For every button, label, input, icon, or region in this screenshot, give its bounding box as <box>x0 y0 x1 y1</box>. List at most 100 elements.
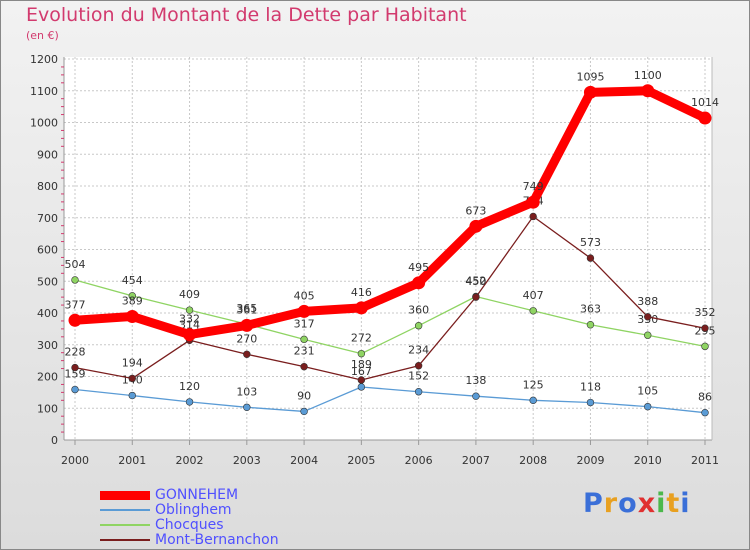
data-point <box>586 398 595 407</box>
logo-letter: r <box>603 488 619 519</box>
data-label: 504 <box>65 258 86 271</box>
data-label: 452 <box>465 274 486 287</box>
data-point <box>185 306 194 314</box>
data-point <box>71 363 79 372</box>
logo-letter: t <box>666 488 681 519</box>
data-point <box>472 293 480 301</box>
legend-label-chocques: Chocques <box>155 517 224 533</box>
data-label: 332 <box>179 313 200 326</box>
data-point <box>701 324 709 332</box>
data-label: 407 <box>523 289 544 302</box>
data-label: 365 <box>236 302 257 315</box>
legend-label-mont-bernanchon: Mont-Bernanchon <box>155 532 279 548</box>
y-tick-label: 400 <box>37 307 58 320</box>
data-point <box>128 391 136 400</box>
data-point <box>357 349 366 358</box>
data-label: 673 <box>465 204 486 217</box>
data-label: 194 <box>122 356 143 369</box>
data-point <box>183 328 197 342</box>
data-label: 167 <box>351 365 372 378</box>
logo-letter: P <box>583 488 604 519</box>
data-label: 454 <box>122 274 143 287</box>
data-label: 495 <box>408 261 429 274</box>
data-label: 389 <box>122 294 143 307</box>
data-point <box>185 398 194 406</box>
legend-swatch-gonnehem <box>100 490 150 500</box>
data-label: 352 <box>695 306 716 319</box>
y-tick-label: 100 <box>37 402 58 415</box>
y-tick-label: 200 <box>37 371 58 384</box>
data-point <box>529 212 537 221</box>
legend-label-gonnehem: GONNEHEM <box>155 487 239 503</box>
data-label: 228 <box>65 346 86 359</box>
data-label: 409 <box>179 288 200 301</box>
data-label: 405 <box>294 289 315 302</box>
chart-subtitle: (en €) <box>26 29 59 42</box>
data-label: 270 <box>236 332 257 345</box>
data-point <box>526 195 540 209</box>
legend-swatch-oblinghem <box>100 509 150 511</box>
legend-item-chocques: Chocques <box>100 517 224 533</box>
data-point <box>414 388 423 396</box>
y-tick-label: 500 <box>37 275 58 288</box>
x-tick-label: 2001 <box>118 454 146 467</box>
data-point <box>357 383 366 391</box>
data-label: 377 <box>65 298 86 311</box>
data-label: 234 <box>408 344 429 357</box>
x-tick-label: 2005 <box>347 454 375 467</box>
logo-letter: x <box>637 488 657 519</box>
x-tick-label: 2004 <box>290 454 318 467</box>
data-label: 749 <box>523 180 544 193</box>
data-label: 86 <box>698 391 712 404</box>
legend-swatch-chocques <box>100 524 150 526</box>
data-point <box>414 322 423 330</box>
y-tick-label: 1200 <box>30 53 58 66</box>
data-point <box>412 276 426 290</box>
data-label: 103 <box>236 385 257 398</box>
data-point <box>414 362 423 370</box>
data-point <box>300 407 308 416</box>
data-point <box>128 292 136 300</box>
data-point <box>644 402 652 411</box>
data-label: 388 <box>637 295 658 308</box>
data-label: 361 <box>236 303 257 316</box>
data-point <box>71 276 79 284</box>
data-label: 138 <box>465 374 486 387</box>
data-point <box>300 362 308 371</box>
x-tick-label: 2007 <box>462 454 490 467</box>
data-point <box>641 84 655 98</box>
x-tick-label: 2000 <box>61 454 89 467</box>
data-point <box>354 301 368 315</box>
y-tick-label: 800 <box>37 180 58 193</box>
y-tick-label: 700 <box>37 212 58 225</box>
data-label: 317 <box>294 317 315 330</box>
data-point <box>357 376 366 384</box>
data-point <box>240 318 254 332</box>
data-point <box>68 313 82 327</box>
data-label: 125 <box>523 378 544 391</box>
data-point <box>586 254 595 262</box>
data-point <box>644 331 652 339</box>
chart-title: Evolution du Montant de la Dette par Hab… <box>26 4 467 26</box>
legend-label-oblinghem: Oblinghem <box>155 502 232 518</box>
data-label: 231 <box>294 345 315 358</box>
data-point <box>243 403 251 411</box>
series-line-mont-bernanchon <box>74 215 706 381</box>
data-point <box>300 335 308 344</box>
legend-item-mont-bernanchon: Mont-Bernanchon <box>100 532 279 548</box>
x-tick-label: 2006 <box>405 454 433 467</box>
data-point <box>698 111 712 125</box>
data-point <box>469 219 483 233</box>
data-label: 363 <box>580 303 601 316</box>
data-label: 573 <box>580 236 601 249</box>
y-tick-label: 0 <box>51 434 58 447</box>
data-label: 118 <box>580 381 601 394</box>
data-label: 189 <box>351 358 372 371</box>
proxiti-logo: Proxiti <box>583 488 691 519</box>
data-label: 90 <box>297 389 311 402</box>
plot-area <box>64 57 712 440</box>
data-label: 272 <box>351 332 372 345</box>
data-label: 120 <box>179 380 200 393</box>
data-point <box>701 342 709 351</box>
data-point <box>586 321 595 329</box>
